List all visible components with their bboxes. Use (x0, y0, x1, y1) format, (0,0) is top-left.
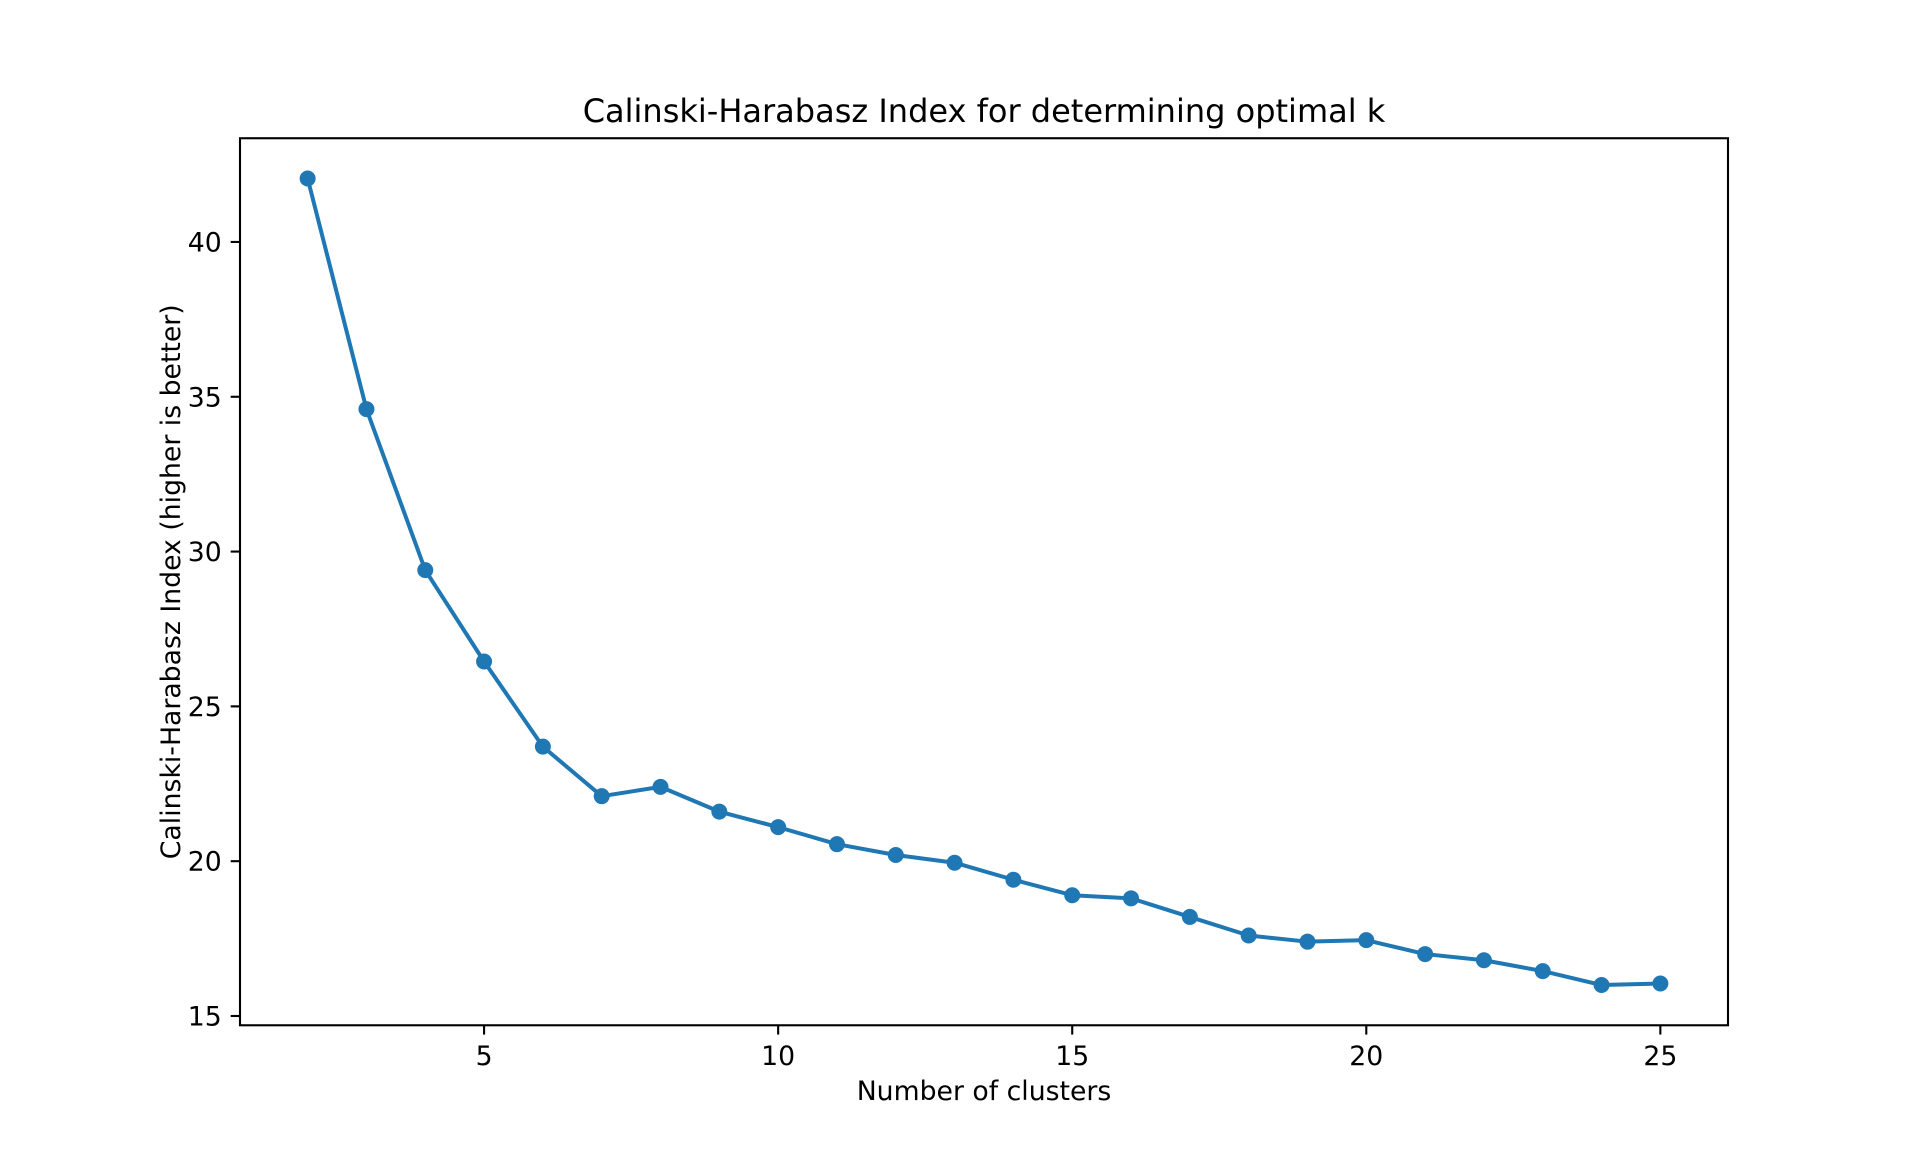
data-point-k-7 (593, 788, 610, 805)
x-axis-label: Number of clusters (857, 1076, 1112, 1107)
data-point-k-5 (476, 653, 493, 670)
y-tick-label: 20 (188, 847, 222, 878)
data-point-k-21 (1417, 946, 1434, 963)
plot-frame (238, 137, 1730, 1027)
data-point-k-19 (1299, 933, 1316, 950)
data-point-k-14 (1005, 871, 1022, 888)
data-point-k-23 (1534, 963, 1551, 980)
y-tick-label: 25 (188, 692, 222, 723)
data-point-k-3 (358, 401, 375, 418)
data-point-k-24 (1593, 977, 1610, 994)
x-tick-label: 10 (761, 1041, 795, 1072)
data-point-k-2 (299, 170, 316, 187)
x-tick-label: 15 (1055, 1041, 1089, 1072)
y-tick-label: 35 (188, 382, 222, 413)
y-tick-label: 15 (188, 1001, 222, 1032)
plot-area: 5 10 15 20 25 15 20 25 30 35 40 (188, 137, 1730, 1072)
data-point-k-16 (1123, 890, 1140, 907)
x-tick-label: 5 (476, 1041, 493, 1072)
y-tick-label: 30 (188, 537, 222, 568)
chart-title: Calinski-Harabasz Index for determining … (583, 92, 1386, 130)
data-point-k-6 (534, 738, 551, 755)
data-point-k-4 (417, 562, 434, 579)
y-tick-label: 40 (188, 227, 222, 258)
data-point-k-18 (1240, 927, 1257, 944)
data-point-k-22 (1475, 952, 1492, 969)
data-point-k-8 (652, 778, 669, 795)
line-series (305, 176, 1663, 988)
x-tick-label: 25 (1643, 1041, 1677, 1072)
data-point-k-9 (711, 803, 728, 820)
y-axis-label: Calinski-Harabasz Index (higher is bette… (156, 304, 187, 859)
data-point-k-10 (770, 819, 787, 836)
data-point-k-13 (946, 854, 963, 871)
data-point-k-20 (1358, 932, 1375, 949)
data-point-k-17 (1181, 908, 1198, 925)
data-point-k-11 (828, 836, 845, 853)
data-point-k-12 (887, 846, 904, 863)
data-point-k-15 (1064, 887, 1081, 904)
data-point-k-25 (1652, 975, 1669, 992)
x-tick-label: 20 (1349, 1041, 1383, 1072)
